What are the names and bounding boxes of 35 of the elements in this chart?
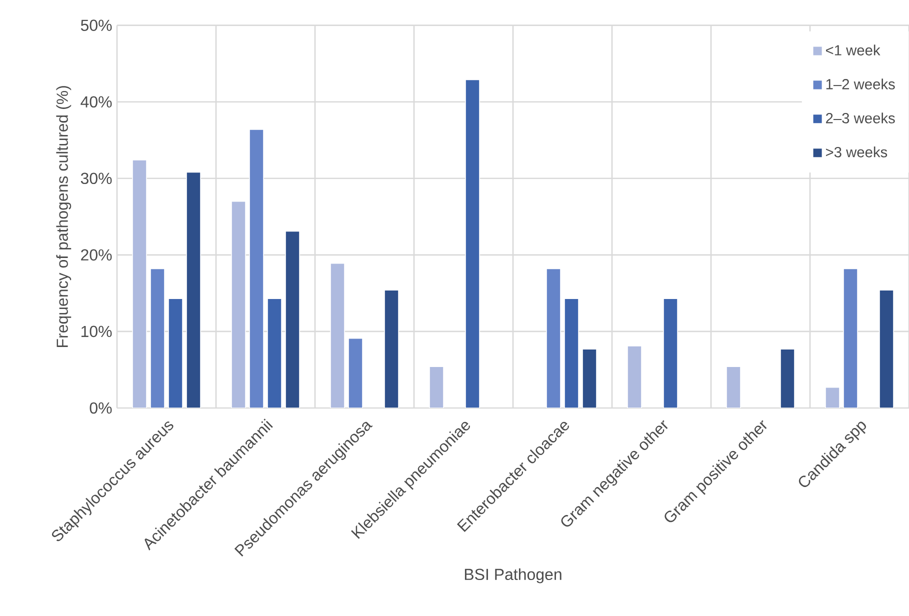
legend-label: 1–2 weeks xyxy=(826,78,895,90)
bar xyxy=(564,298,579,408)
bar xyxy=(150,268,165,408)
bar xyxy=(285,230,300,408)
legend-label: 2–3 weeks xyxy=(826,112,895,124)
bar xyxy=(843,268,858,408)
y-tick-label: 30% xyxy=(80,172,112,184)
bar xyxy=(330,262,345,408)
legend-label: <1 week xyxy=(826,44,880,56)
bar xyxy=(726,366,741,408)
bar xyxy=(780,348,795,408)
bar xyxy=(627,346,642,408)
legend-label: >3 weeks xyxy=(826,146,888,158)
y-tick-label: 40% xyxy=(80,96,112,108)
bar xyxy=(348,338,363,408)
bar xyxy=(249,129,264,408)
bar xyxy=(168,298,183,408)
bar xyxy=(267,298,282,408)
y-axis-title: Frequency of pathogens cultured (%) xyxy=(56,86,72,347)
bar xyxy=(132,160,147,408)
bar xyxy=(429,366,444,408)
bar xyxy=(879,290,894,408)
y-tick-label: 20% xyxy=(81,249,112,261)
bar xyxy=(825,386,840,408)
bar xyxy=(663,298,678,408)
bar xyxy=(582,348,597,408)
bar xyxy=(231,200,246,408)
bar xyxy=(384,290,399,408)
y-tick-label: 50% xyxy=(80,20,112,31)
x-axis-title: BSI Pathogen xyxy=(464,568,562,584)
bar xyxy=(465,79,480,408)
y-tick-label: 0% xyxy=(90,402,112,414)
y-tick-label: 10% xyxy=(81,326,112,338)
bar xyxy=(546,268,561,408)
bar xyxy=(186,172,201,408)
